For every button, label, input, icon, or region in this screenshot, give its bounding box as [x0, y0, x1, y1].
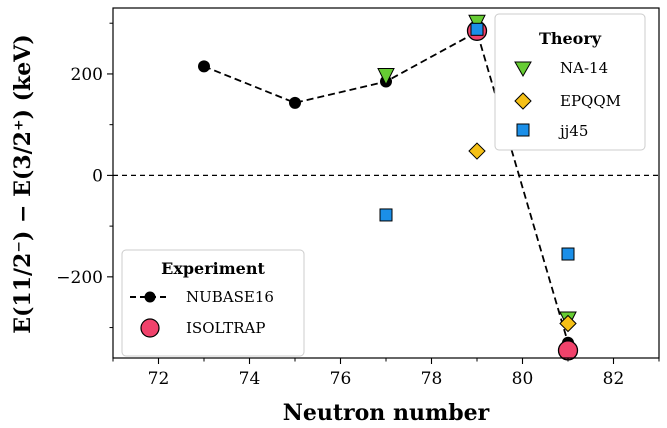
jj45-point [561, 247, 575, 261]
legend-jj45-marker [516, 123, 530, 137]
x-tick-label: 74 [239, 369, 261, 389]
x-tick-label: 82 [603, 369, 625, 389]
nubase16-point [289, 96, 301, 109]
nubase16-point [198, 60, 210, 73]
x-tick-label: 80 [512, 369, 534, 389]
y-tick-label: 200 [71, 65, 103, 85]
epqqm-point [468, 142, 486, 160]
experiment-legend-box [121, 249, 305, 357]
legend-isoltrap-label: ISOLTRAP [186, 319, 265, 337]
na14-point [377, 67, 395, 86]
x-axis-label: Neutron number [283, 400, 490, 426]
y-tick-label: −200 [56, 268, 103, 288]
epqqm-point [559, 314, 577, 333]
theory-legend-title: Theory [539, 29, 602, 48]
isoltrap-point [557, 340, 579, 361]
legend-isoltrap-marker [140, 318, 160, 338]
jj45-point [379, 208, 393, 222]
axes: 72 74 76 78 80 82 −200 0 200 [56, 7, 660, 389]
jj45-point [470, 22, 484, 36]
legend-na14-label: NA-14 [560, 59, 608, 77]
y-tick-label: 0 [92, 166, 103, 186]
legend-nubase16-marker [144, 291, 156, 303]
theory-legend-box [494, 13, 646, 151]
legend-epqqm-marker [514, 92, 532, 110]
legend-jj45-label: jj45 [558, 122, 588, 140]
legend-nubase16-label: NUBASE16 [186, 288, 274, 306]
legend-na14-marker [514, 61, 532, 78]
plot-area [113, 14, 659, 361]
legend-epqqm-label: EPQQM [560, 92, 621, 110]
x-tick-label: 76 [330, 369, 352, 389]
y-axis-label: E(11/2⁻) − E(3/2⁺) (keV) [10, 34, 36, 334]
theory-legend: Theory NA-14 EPQQM jj45 [494, 13, 646, 151]
x-tick-label: 78 [421, 369, 443, 389]
experiment-legend-title: Experiment [161, 259, 265, 278]
experiment-legend: Experiment NUBASE16 ISOLTRAP [121, 249, 305, 357]
x-tick-label: 72 [148, 369, 170, 389]
